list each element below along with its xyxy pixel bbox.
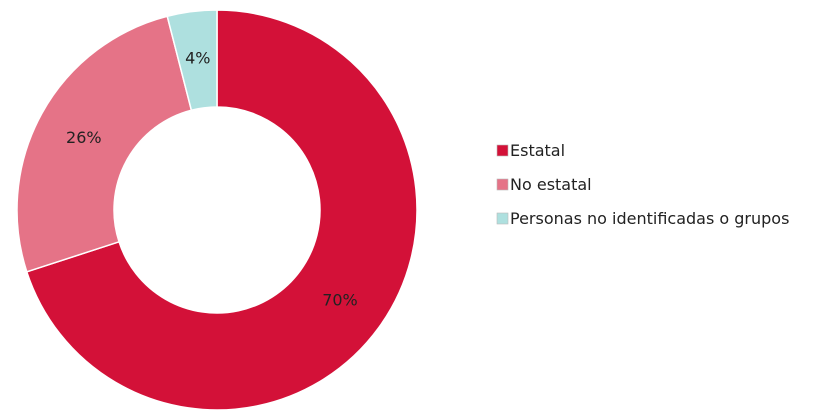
legend-swatch: [496, 212, 509, 225]
slice-labels: 70% 26% 4%: [66, 49, 358, 310]
slice-value-label: 26%: [66, 128, 102, 147]
legend-swatch: [496, 178, 509, 191]
legend-label: No estatal: [510, 175, 592, 194]
chart-legend: Estatal No estatal Personas no identificad…: [496, 141, 789, 228]
legend-item: No estatal: [496, 175, 592, 194]
slice-no-estatal: [16, 15, 193, 273]
legend-label: Estatal: [510, 141, 565, 160]
donut-slices: [16, 9, 418, 411]
legend-item: Personas no identificadas o grupos: [496, 209, 789, 228]
legend-item: Estatal: [496, 141, 565, 160]
slice-estatal: [25, 9, 418, 411]
slice-value-label: 4%: [185, 49, 210, 68]
legend-swatch: [496, 144, 509, 157]
slice-value-label: 70%: [322, 290, 358, 309]
legend-label: Personas no identificadas o grupos: [510, 209, 789, 228]
slice-personas-no-identificadas-o-grupos: [166, 9, 218, 112]
